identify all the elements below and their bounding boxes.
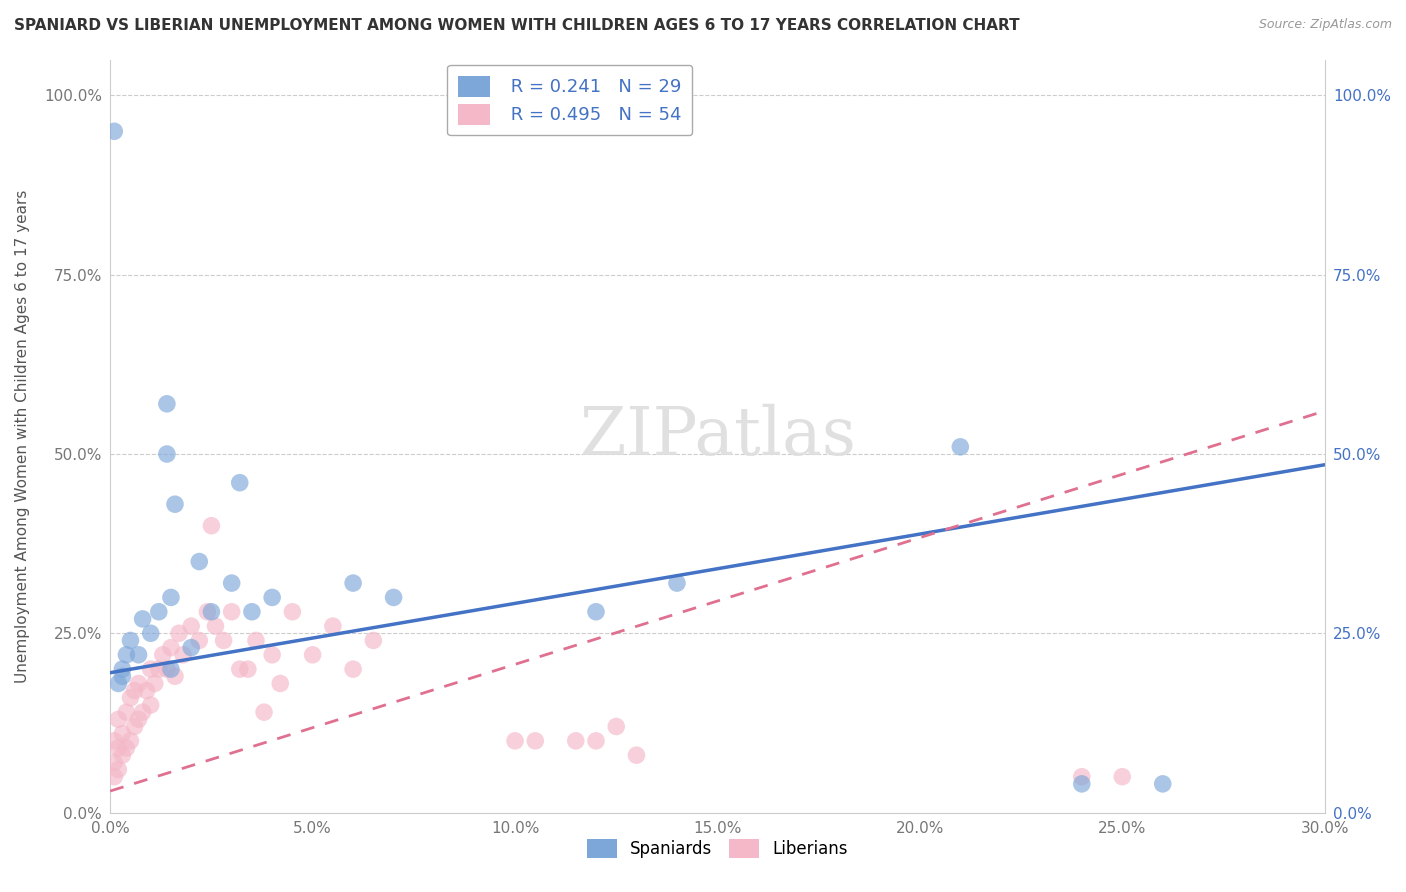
- Point: [115, 648, 138, 662]
- Point: [111, 748, 134, 763]
- Point: [503, 734, 526, 748]
- Point: [124, 719, 146, 733]
- Point: [524, 734, 547, 748]
- Point: [139, 662, 162, 676]
- Point: [200, 518, 222, 533]
- Y-axis label: Unemployment Among Women with Children Ages 6 to 17 years: Unemployment Among Women with Children A…: [15, 189, 30, 682]
- Point: [565, 734, 588, 748]
- Point: [103, 734, 125, 748]
- Point: [585, 734, 607, 748]
- Point: [128, 712, 150, 726]
- Point: [103, 124, 125, 138]
- Point: [949, 440, 972, 454]
- Point: [585, 605, 607, 619]
- Point: [382, 591, 405, 605]
- Point: [128, 676, 150, 690]
- Point: [204, 619, 226, 633]
- Point: [626, 748, 648, 763]
- Point: [107, 676, 129, 690]
- Point: [115, 741, 138, 756]
- Point: [111, 662, 134, 676]
- Point: [103, 756, 125, 770]
- Point: [269, 676, 291, 690]
- Point: [120, 734, 142, 748]
- Point: [180, 619, 202, 633]
- Point: [124, 683, 146, 698]
- Point: [212, 633, 235, 648]
- Point: [107, 763, 129, 777]
- Point: [281, 605, 304, 619]
- Point: [111, 669, 134, 683]
- Point: [322, 619, 344, 633]
- Text: SPANIARD VS LIBERIAN UNEMPLOYMENT AMONG WOMEN WITH CHILDREN AGES 6 TO 17 YEARS C: SPANIARD VS LIBERIAN UNEMPLOYMENT AMONG …: [14, 18, 1019, 33]
- Point: [240, 605, 263, 619]
- Point: [1111, 770, 1133, 784]
- Point: [229, 662, 252, 676]
- Text: Source: ZipAtlas.com: Source: ZipAtlas.com: [1258, 18, 1392, 31]
- Point: [120, 690, 142, 705]
- Point: [262, 648, 284, 662]
- Point: [1070, 770, 1092, 784]
- Point: [156, 447, 179, 461]
- Point: [148, 662, 170, 676]
- Point: [115, 705, 138, 719]
- Point: [139, 626, 162, 640]
- Point: [135, 683, 157, 698]
- Point: [342, 662, 364, 676]
- Point: [262, 591, 284, 605]
- Text: ZIPatlas: ZIPatlas: [579, 403, 855, 468]
- Point: [188, 633, 211, 648]
- Point: [103, 770, 125, 784]
- Point: [163, 669, 186, 683]
- Point: [148, 605, 170, 619]
- Point: [1152, 777, 1174, 791]
- Point: [236, 662, 259, 676]
- Point: [139, 698, 162, 712]
- Point: [156, 397, 179, 411]
- Point: [160, 662, 183, 676]
- Point: [188, 555, 211, 569]
- Point: [152, 648, 174, 662]
- Point: [167, 626, 190, 640]
- Legend: Spaniards, Liberians: Spaniards, Liberians: [581, 832, 855, 864]
- Point: [107, 712, 129, 726]
- Point: [221, 605, 243, 619]
- Point: [163, 497, 186, 511]
- Point: [160, 640, 183, 655]
- Point: [342, 576, 364, 591]
- Point: [253, 705, 276, 719]
- Point: [363, 633, 385, 648]
- Point: [128, 648, 150, 662]
- Point: [107, 741, 129, 756]
- Point: [605, 719, 627, 733]
- Point: [111, 726, 134, 740]
- Point: [221, 576, 243, 591]
- Point: [665, 576, 688, 591]
- Point: [301, 648, 323, 662]
- Point: [131, 705, 153, 719]
- Point: [156, 662, 179, 676]
- Point: [200, 605, 222, 619]
- Point: [195, 605, 218, 619]
- Point: [120, 633, 142, 648]
- Point: [1070, 777, 1092, 791]
- Point: [143, 676, 166, 690]
- Point: [160, 591, 183, 605]
- Point: [180, 640, 202, 655]
- Point: [131, 612, 153, 626]
- Point: [172, 648, 194, 662]
- Point: [229, 475, 252, 490]
- Point: [245, 633, 267, 648]
